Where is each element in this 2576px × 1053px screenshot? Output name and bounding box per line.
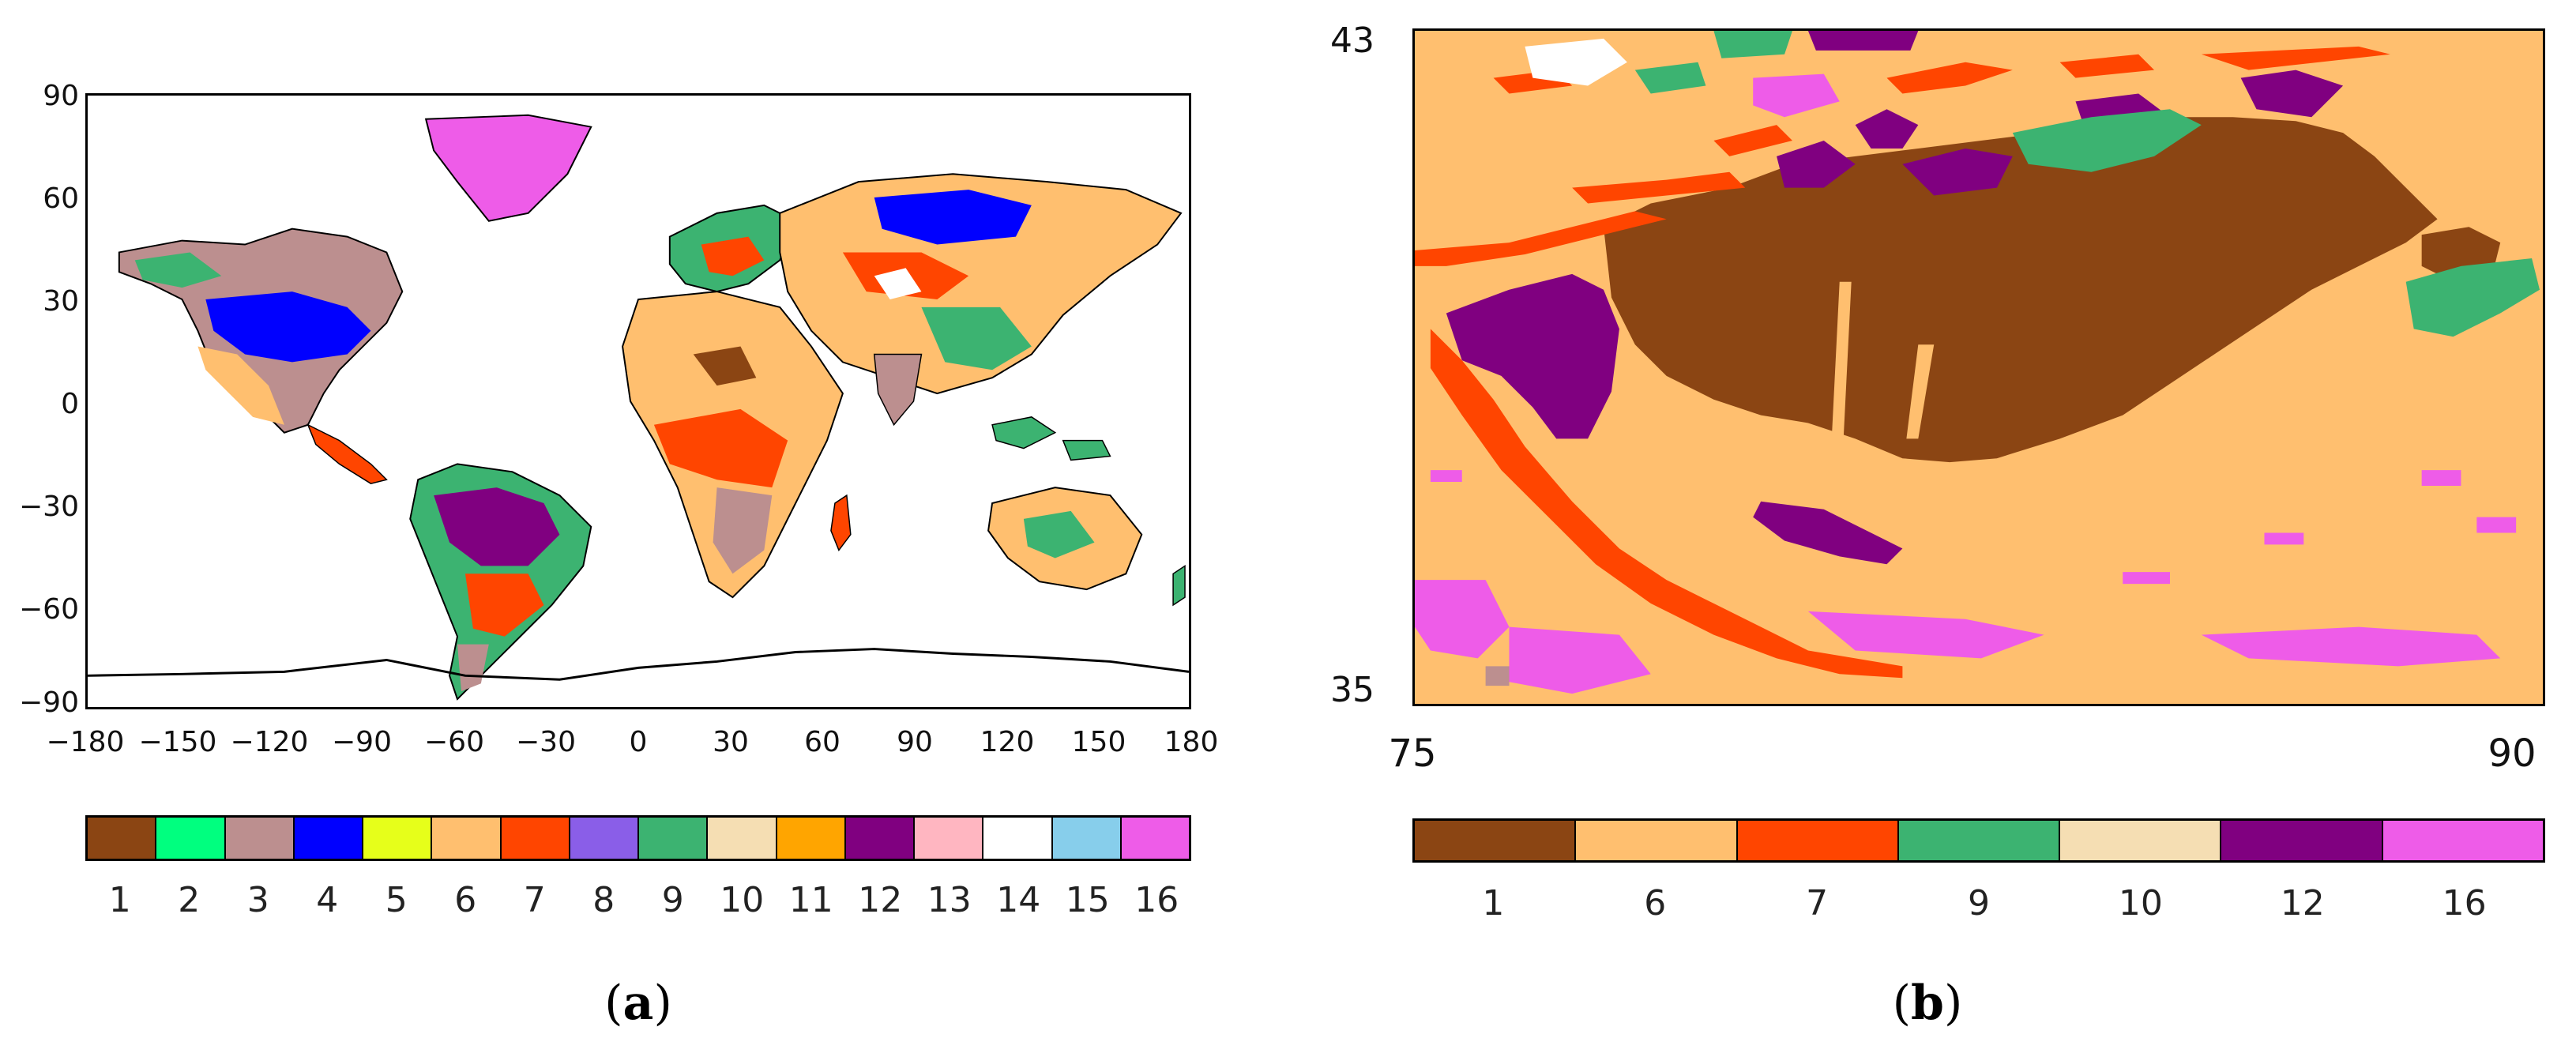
legend-label: 3 xyxy=(246,880,269,920)
legend-label: 16 xyxy=(1134,880,1179,920)
legend-swatch xyxy=(777,818,846,859)
legend-swatch xyxy=(1121,818,1189,859)
y-tick: 90 xyxy=(43,80,79,112)
legend-label: 12 xyxy=(2280,883,2325,923)
legend-swatch xyxy=(2060,821,2222,860)
world-map-graphic xyxy=(88,114,1189,701)
legend-swatch xyxy=(501,818,570,859)
legend-label: 2 xyxy=(178,880,201,920)
legend-labels-b: 1 6 7 9 10 12 16 xyxy=(1412,886,2545,921)
legend-swatch xyxy=(156,818,226,859)
legend-label: 1 xyxy=(108,880,131,920)
x-tick: −180 xyxy=(46,726,125,758)
caption-open-paren: ( xyxy=(604,976,623,1031)
panel-caption-b: (b) xyxy=(1848,980,2006,1027)
legend-label: 14 xyxy=(996,880,1041,920)
legend-label: 16 xyxy=(2442,883,2487,923)
x-tick: 30 xyxy=(713,726,749,758)
legend-label: 10 xyxy=(720,880,765,920)
legend-swatch xyxy=(88,818,157,859)
x-tick: 60 xyxy=(804,726,840,758)
legend-label: 13 xyxy=(927,880,972,920)
x-tick: −90 xyxy=(332,726,392,758)
legend-swatch xyxy=(983,818,1053,859)
legend-swatch xyxy=(1576,821,1738,860)
x-tick: 120 xyxy=(980,726,1035,758)
legend-label: 6 xyxy=(454,880,477,920)
legend-label: 9 xyxy=(1968,883,1990,923)
legend-swatch xyxy=(570,818,639,859)
y-tick: 35 xyxy=(1330,670,1374,710)
regional-map-graphic xyxy=(1415,31,2540,694)
legend-label: 7 xyxy=(1806,883,1829,923)
panel-a: 90 60 30 0 −30 −60 −90 xyxy=(0,0,1264,1053)
x-tick: 0 xyxy=(629,726,648,758)
x-tick: −150 xyxy=(138,726,217,758)
legend-label: 8 xyxy=(592,880,615,920)
legend-swatch xyxy=(1737,821,1899,860)
legend-swatch xyxy=(1052,818,1122,859)
x-tick: 75 xyxy=(1388,731,1437,776)
y-tick: 43 xyxy=(1330,21,1374,61)
legend-label: 4 xyxy=(316,880,339,920)
legend-label: 11 xyxy=(788,880,833,920)
legend-labels-a: 1 2 3 4 5 6 7 8 9 10 11 12 13 14 15 16 xyxy=(85,883,1191,918)
y-tick: −30 xyxy=(19,491,79,523)
legend-swatch xyxy=(2382,821,2543,860)
panel-caption-a: (a) xyxy=(559,980,717,1027)
x-tick: 90 xyxy=(897,726,933,758)
legend-swatch xyxy=(1415,821,1577,860)
x-tick: 90 xyxy=(2488,731,2537,776)
caption-letter: b xyxy=(1911,976,1944,1031)
regional-map xyxy=(1412,28,2545,706)
legend-label: 6 xyxy=(1644,883,1667,923)
legend-label: 10 xyxy=(2118,883,2163,923)
x-tick: 180 xyxy=(1164,726,1219,758)
legend-label: 15 xyxy=(1065,880,1110,920)
legend-swatch xyxy=(708,818,777,859)
legend-swatch xyxy=(432,818,502,859)
legend-swatch xyxy=(2221,821,2383,860)
legend-label: 9 xyxy=(661,880,684,920)
legend-label: 12 xyxy=(858,880,903,920)
legend-colorbar-a xyxy=(85,815,1191,861)
caption-letter: a xyxy=(622,976,654,1031)
legend-colorbar-b xyxy=(1412,818,2545,863)
caption-open-paren: ( xyxy=(1892,976,1912,1031)
legend-swatch xyxy=(225,818,295,859)
legend-swatch xyxy=(294,818,363,859)
legend-label: 1 xyxy=(1482,883,1505,923)
legend-label: 5 xyxy=(385,880,408,920)
legend-swatch xyxy=(845,818,915,859)
panel-b: 43 35 xyxy=(1296,0,2576,1053)
y-tick: 60 xyxy=(43,182,79,215)
caption-close-paren: ) xyxy=(1943,976,1963,1031)
y-tick: 30 xyxy=(43,285,79,318)
y-tick: 0 xyxy=(61,388,79,420)
legend-swatch xyxy=(639,818,709,859)
caption-close-paren: ) xyxy=(653,976,672,1031)
x-tick: −120 xyxy=(230,726,309,758)
legend-swatch xyxy=(1898,821,2061,860)
legend-swatch xyxy=(363,818,433,859)
x-tick: −30 xyxy=(516,726,576,758)
world-map xyxy=(85,93,1191,709)
y-tick: −60 xyxy=(19,593,79,626)
legend-label: 7 xyxy=(523,880,546,920)
legend-swatch xyxy=(915,818,984,859)
y-tick: −90 xyxy=(19,686,79,719)
x-tick: 150 xyxy=(1071,726,1126,758)
x-tick: −60 xyxy=(424,726,484,758)
